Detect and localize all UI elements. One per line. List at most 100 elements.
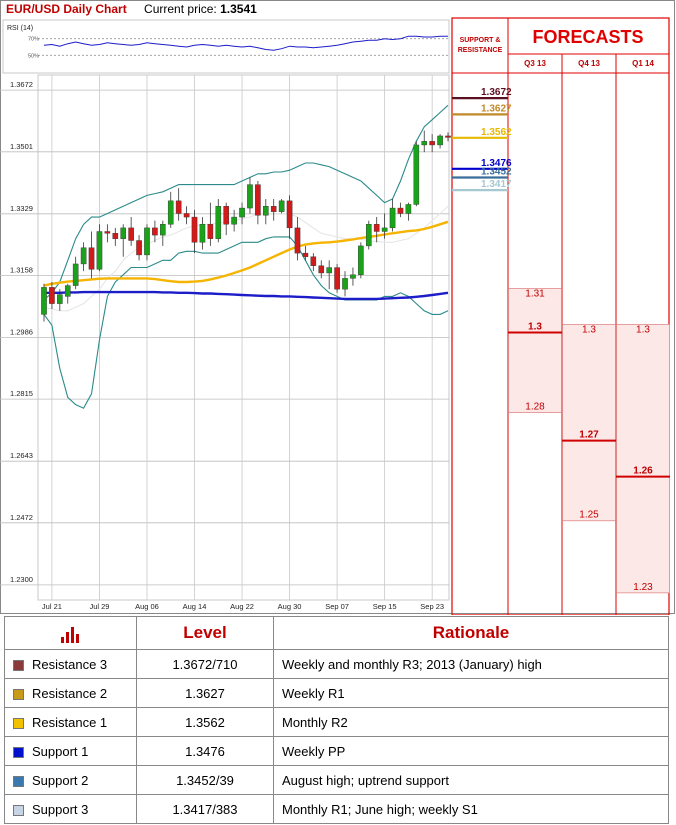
candle-body: [160, 224, 166, 236]
outer-frame: [0, 0, 675, 614]
row-rationale: Weekly and monthly R3; 2013 (January) hi…: [273, 649, 669, 679]
candle-body: [342, 278, 348, 290]
candle-body: [350, 274, 356, 279]
forecast-high-label: 1.3: [582, 324, 596, 335]
candle-body: [397, 207, 404, 214]
candle-body: [270, 206, 277, 212]
candle-body: [64, 285, 71, 297]
y-tick-label: 1.2472: [10, 513, 33, 522]
overlay-upper-band: [43, 104, 449, 301]
resistance-3-swatch: [13, 659, 24, 671]
level-label: 1.3417: [481, 179, 512, 190]
candle-body: [41, 287, 47, 315]
table-row: Support 1 1.3476 Weekly PP: [4, 736, 669, 766]
level-label: 1.3627: [481, 103, 512, 114]
candle-body: [326, 267, 332, 274]
forecast-high-label: 1.31: [525, 288, 545, 299]
candle-body: [263, 206, 269, 216]
forecast-panel-frame: [451, 17, 670, 615]
candle-body: [413, 144, 420, 205]
candle-body: [152, 227, 158, 236]
candle-body: [381, 227, 388, 232]
rsi-level-label: 50%: [28, 53, 39, 59]
row-level: 1.3476: [136, 736, 274, 766]
levels-table: Level Rationale Resistance 3 1.3672/710 …: [4, 616, 669, 824]
overlay-blue-MA: [44, 290, 449, 301]
forecast-col-q1-14: Q1 14: [632, 59, 654, 68]
candle-body: [88, 247, 95, 270]
row-name: Support 2: [32, 772, 89, 788]
forecast-mid-label: 1.27: [579, 430, 599, 441]
row-rationale: Monthly R1; June high; weekly S1: [273, 794, 669, 824]
level-label: 1.3476: [481, 158, 512, 169]
level-label: 1.3452: [481, 166, 512, 177]
support-2-swatch: [13, 775, 24, 787]
rsi-level-label: 70%: [28, 37, 39, 43]
table-row: Resistance 3 1.3672/710 Weekly and month…: [4, 649, 669, 679]
candle-body: [112, 233, 119, 239]
row-rationale: Weekly R1: [273, 678, 669, 708]
candle-body: [405, 204, 412, 214]
current-price-value: 1.3541: [220, 2, 257, 16]
candle-body: [247, 184, 253, 209]
forecast-range-box: [616, 324, 670, 594]
row-name: Resistance 2: [32, 685, 108, 701]
x-tick-label: Sep 07: [325, 602, 349, 611]
candle-body: [96, 231, 103, 270]
current-price-label: Current price:: [144, 2, 217, 16]
candle-body: [294, 227, 301, 254]
forecast-low-label: 1.25: [579, 510, 599, 521]
candle-body: [104, 231, 111, 234]
candle-body: [302, 252, 309, 257]
candle-body: [255, 184, 261, 216]
forecast-low-label: 1.28: [525, 402, 545, 413]
candle-body: [223, 206, 229, 225]
candle-body: [49, 287, 55, 304]
y-tick-label: 1.3672: [10, 80, 33, 89]
support-1-swatch: [13, 746, 24, 758]
y-tick-label: 1.2986: [10, 328, 33, 337]
bars-icon-cell: [4, 616, 137, 650]
candle-body: [175, 200, 182, 214]
row-name: Resistance 3: [32, 656, 108, 672]
resistance-1-swatch: [13, 717, 24, 729]
row-rationale: August high; uptrend support: [273, 765, 669, 795]
x-tick-label: Aug 22: [230, 602, 254, 611]
candle-body: [136, 240, 142, 256]
chart-area: 1.3672 1.3501 1.3329 1.3158 1.2986 1.2815 1.26…: [0, 0, 675, 615]
candle-body: [239, 207, 245, 218]
y-tick-label: 1.3501: [10, 142, 33, 151]
table-row: Support 2 1.3452/39 August high; uptrend…: [4, 765, 669, 795]
candle-body: [215, 206, 222, 239]
candle-body: [231, 216, 237, 225]
forecast-mid-label: 1.26: [633, 466, 653, 477]
row-level: 1.3627: [136, 678, 274, 708]
resistance-2-swatch: [13, 688, 24, 700]
row-name: Support 1: [32, 743, 89, 759]
forecast-high-label: 1.3: [636, 324, 650, 335]
candle-body: [429, 141, 435, 146]
y-tick-label: 1.2643: [10, 451, 33, 460]
candle-body: [80, 247, 87, 265]
candle-body: [191, 216, 198, 243]
chart-header: EUR/USD Daily Chart Current price: 1.354…: [6, 2, 257, 16]
row-level: 1.3562: [136, 707, 274, 737]
overlay-yellow-MA: [43, 220, 449, 287]
table-row: Resistance 2 1.3627 Weekly R1: [4, 678, 669, 708]
forecast-range-box: [508, 287, 562, 413]
candle-body: [445, 135, 451, 138]
candle-body: [144, 227, 150, 256]
row-level: 1.3417/383: [136, 794, 274, 824]
level-header: Level: [136, 616, 274, 650]
overlay-middle-band: [43, 205, 449, 312]
y-tick-label: 1.2815: [10, 389, 33, 398]
row-rationale: Weekly PP: [273, 736, 669, 766]
candle-body: [120, 227, 127, 239]
candle-body: [334, 267, 340, 290]
candle-body: [389, 207, 396, 229]
x-tick-label: Jul 21: [42, 602, 62, 611]
candle-body: [373, 224, 380, 232]
bar-chart-icon: [60, 626, 79, 643]
candle-body: [72, 263, 79, 286]
candle-body: [358, 245, 364, 275]
